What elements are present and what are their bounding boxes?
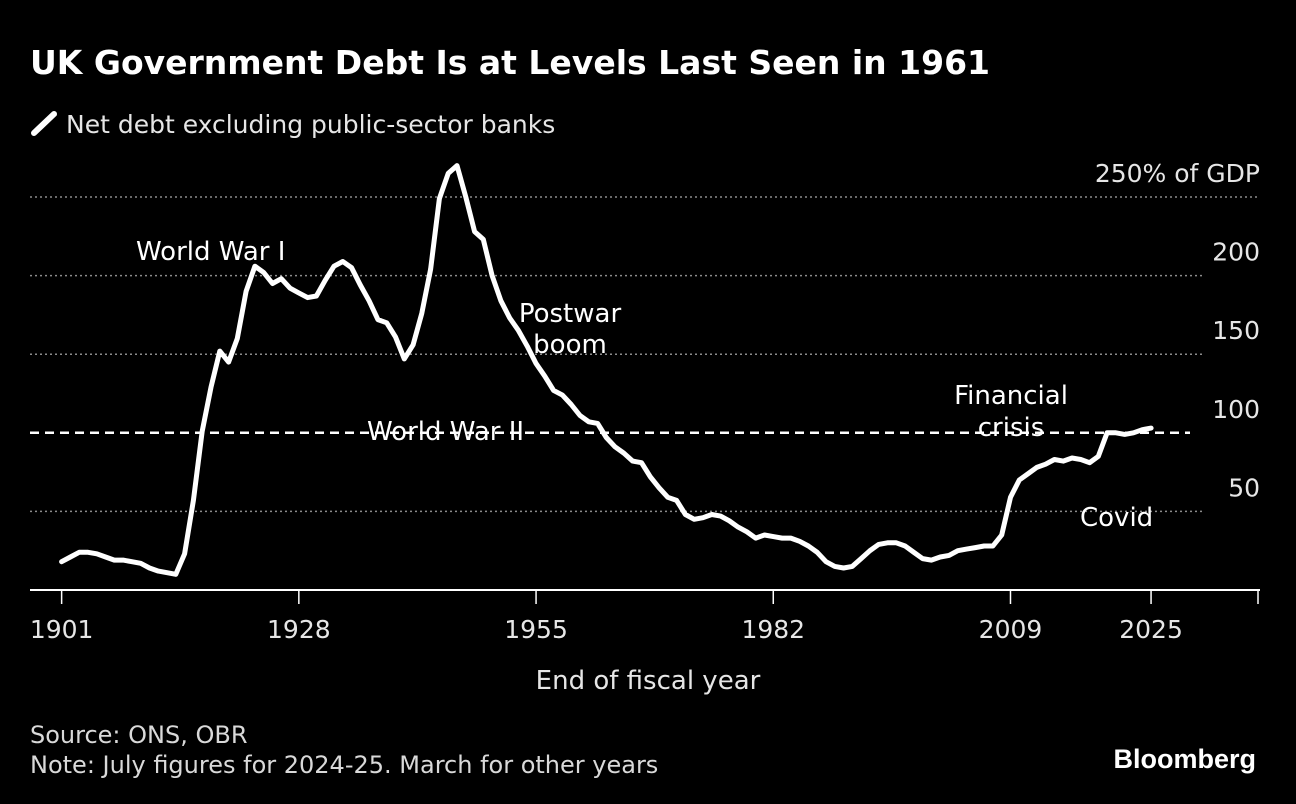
annotations: World War I World War II Postwar boom Fi… [136,237,1153,533]
footnote: Note: July figures for 2024-25. March fo… [30,751,658,779]
annotation-postwar-line-1: Postwar [519,299,622,329]
x-tick-label: 1982 [741,615,805,644]
y-tick-label: 200 [1212,238,1260,267]
legend-label: Net debt excluding public-sector banks [66,110,555,139]
annotation-postwar-line-2: boom [533,330,607,360]
x-tick-label: 2009 [979,615,1043,644]
annotation-financial-line-2: crisis [978,413,1045,443]
y-tick-label: 100 [1212,395,1260,424]
bloomberg-logo: Bloomberg [1113,744,1256,774]
y-tick-label: 250% of GDP [1095,159,1260,188]
x-tick-label: 1901 [30,615,94,644]
x-tick-label: 1928 [267,615,331,644]
legend: Net debt excluding public-sector banks [31,110,555,139]
gridlines [30,196,1260,513]
y-tick-label: 150 [1212,316,1260,345]
series-line-net-debt [59,163,1154,577]
annotation-world-war-2: World War II [367,417,524,447]
x-tick-label: 1955 [504,615,568,644]
series-points [59,163,1154,577]
annotation-financial-line-1: Financial [954,381,1068,411]
chart-title: UK Government Debt Is at Levels Last See… [30,43,990,82]
annotation-covid: Covid [1080,503,1153,533]
y-tick-label: 50 [1228,473,1260,502]
x-axis-ticks: 1901 1928 1955 1982 2009 2025 [30,590,1259,644]
x-axis-label: End of fiscal year [536,666,761,696]
x-tick-label: 2025 [1119,615,1183,644]
legend-swatch [31,111,57,136]
y-axis-ticks: 50 100 150 200 250% of GDP [1095,159,1260,502]
annotation-world-war-1: World War I [136,237,285,267]
source-note: Source: ONS, OBR [30,721,248,749]
